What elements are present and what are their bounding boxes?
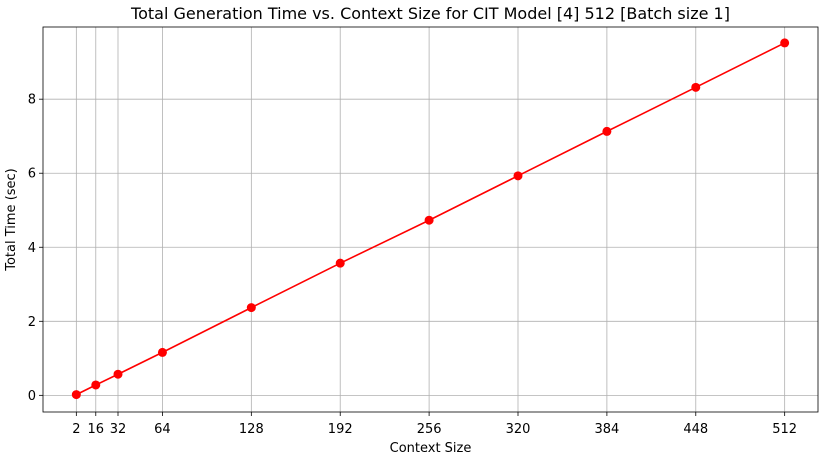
x-tick-label: 512 bbox=[772, 422, 797, 437]
x-tick-label: 384 bbox=[594, 422, 619, 437]
data-point bbox=[602, 126, 612, 136]
y-tick-label: 6 bbox=[28, 167, 36, 182]
y-tick-label: 0 bbox=[28, 389, 36, 404]
data-point bbox=[424, 215, 434, 225]
x-tick-label: 32 bbox=[110, 422, 127, 437]
data-point bbox=[157, 347, 167, 357]
x-axis-label: Context Size bbox=[390, 441, 472, 455]
grid bbox=[43, 27, 818, 412]
x-tick-label: 2 bbox=[72, 422, 80, 437]
x-tick-label: 16 bbox=[88, 422, 105, 437]
data-point bbox=[335, 258, 345, 268]
x-tick-label: 448 bbox=[683, 422, 708, 437]
data-point bbox=[513, 171, 523, 181]
x-axis-ticks: 2 16 32 64 128 192 256 320 384 448 512 bbox=[72, 412, 797, 437]
chart-title: Total Generation Time vs. Context Size f… bbox=[130, 4, 730, 23]
x-tick-label: 128 bbox=[239, 422, 264, 437]
x-tick-label: 64 bbox=[154, 422, 171, 437]
y-tick-label: 8 bbox=[28, 93, 36, 108]
x-tick-label: 256 bbox=[417, 422, 442, 437]
y-tick-label: 2 bbox=[28, 315, 36, 330]
y-axis-label: Total Time (sec) bbox=[4, 168, 19, 272]
data-point bbox=[780, 38, 790, 48]
series-group bbox=[71, 38, 790, 400]
data-point bbox=[113, 369, 123, 379]
y-tick-label: 4 bbox=[28, 241, 36, 256]
data-point bbox=[246, 303, 256, 313]
x-tick-label: 192 bbox=[328, 422, 353, 437]
data-point bbox=[91, 380, 101, 390]
x-tick-label: 320 bbox=[506, 422, 531, 437]
data-point bbox=[691, 82, 701, 92]
y-axis-ticks: 0 2 4 6 8 bbox=[28, 93, 43, 404]
plot-frame bbox=[42, 26, 819, 413]
data-point bbox=[71, 390, 81, 400]
